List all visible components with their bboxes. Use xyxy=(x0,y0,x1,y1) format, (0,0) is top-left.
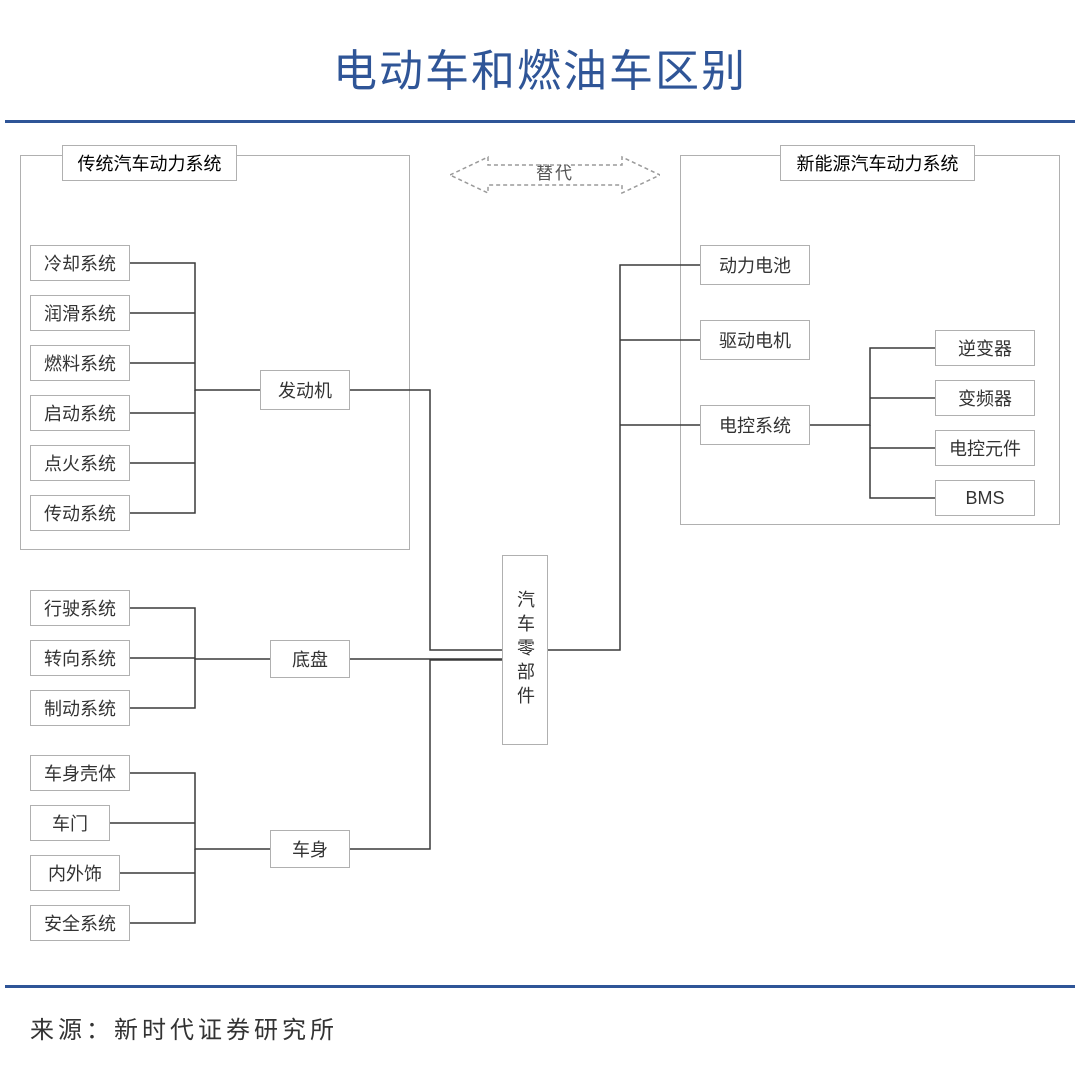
node-shell: 车身壳体 xyxy=(30,755,130,791)
node-drive: 行驶系统 xyxy=(30,590,130,626)
node-steer: 转向系统 xyxy=(30,640,130,676)
node-cooling: 冷却系统 xyxy=(30,245,130,281)
node-ignition: 点火系统 xyxy=(30,445,130,481)
diagram-canvas: 电动车和燃油车区别 来源：新时代证券研究所 替代 传统汽车动力系统 新能源汽车动力… xyxy=(0,0,1080,1077)
node-engine: 发动机 xyxy=(260,370,350,410)
group-label: 传统汽车动力系统 xyxy=(62,145,237,181)
node-chassis: 底盘 xyxy=(270,640,350,678)
node-trans: 传动系统 xyxy=(30,495,130,531)
node-lube: 润滑系统 xyxy=(30,295,130,331)
node-brake: 制动系统 xyxy=(30,690,130,726)
replace-label: 替代 xyxy=(450,155,660,193)
node-battery: 动力电池 xyxy=(700,245,810,285)
node-vfd: 变频器 xyxy=(935,380,1035,416)
node-inverter: 逆变器 xyxy=(935,330,1035,366)
bottom-rule xyxy=(5,985,1075,988)
replace-arrow: 替代 xyxy=(450,155,660,195)
node-bms: BMS xyxy=(935,480,1035,516)
source-label: 来源：新时代证券研究所 xyxy=(30,1010,338,1045)
edge xyxy=(130,849,195,923)
node-center: 汽车零部件 xyxy=(502,555,548,745)
edge xyxy=(548,265,700,650)
group-label: 新能源汽车动力系统 xyxy=(780,145,975,181)
node-ectrl: 电控元件 xyxy=(935,430,1035,466)
edge xyxy=(130,773,270,849)
node-ecu: 电控系统 xyxy=(700,405,810,445)
node-safety: 安全系统 xyxy=(30,905,130,941)
top-rule xyxy=(5,120,1075,123)
node-body: 车身 xyxy=(270,830,350,868)
node-fuel: 燃料系统 xyxy=(30,345,130,381)
node-motor: 驱动电机 xyxy=(700,320,810,360)
diagram-title: 电动车和燃油车区别 xyxy=(0,35,1080,99)
edge xyxy=(350,660,502,849)
node-interior: 内外饰 xyxy=(30,855,120,891)
edge xyxy=(130,608,270,659)
node-door: 车门 xyxy=(30,805,110,841)
edge xyxy=(130,659,195,708)
node-start: 启动系统 xyxy=(30,395,130,431)
